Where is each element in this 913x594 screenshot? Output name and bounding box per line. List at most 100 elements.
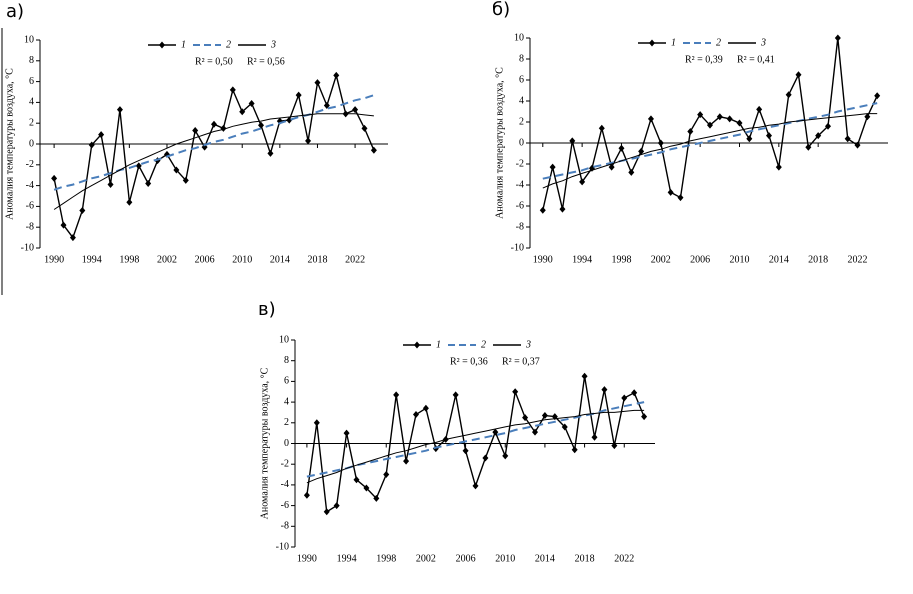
- series-line: [306, 409, 645, 484]
- data-point: [51, 174, 58, 182]
- data-point: [173, 166, 180, 174]
- x-tick-label: 1994: [82, 254, 102, 265]
- data-point: [211, 120, 217, 128]
- x-tick-label: 2022: [614, 553, 634, 564]
- y-tick-label: 10: [514, 32, 524, 43]
- panel-label: а): [6, 1, 24, 22]
- data-point: [333, 502, 340, 510]
- data-point: [229, 86, 236, 94]
- data-point: [393, 391, 400, 399]
- data-point: [403, 457, 410, 465]
- data-point: [598, 124, 605, 132]
- legend-label: 3: [270, 39, 276, 50]
- y-tick-label: 0: [29, 138, 34, 149]
- y-tick-label: -2: [516, 158, 524, 169]
- y-axis-label: Аномалия температуры воздуха, °С: [4, 68, 15, 220]
- data-point: [541, 412, 548, 420]
- data-point: [267, 149, 274, 157]
- y-tick-label: 6: [519, 74, 524, 85]
- data-point: [631, 389, 638, 397]
- y-tick-label: 10: [24, 34, 34, 45]
- data-point: [79, 207, 86, 215]
- data-point: [239, 108, 246, 116]
- data-point: [314, 79, 321, 87]
- data-point: [462, 447, 469, 455]
- data-point: [452, 391, 459, 399]
- y-tick-label: -10: [21, 242, 34, 253]
- r2-annotation: R² = 0,37: [502, 356, 540, 367]
- legend-label: 1: [671, 37, 676, 48]
- x-tick-label: 2010: [232, 254, 252, 265]
- data-point: [472, 482, 479, 490]
- data-point: [765, 132, 772, 140]
- data-point: [286, 116, 293, 124]
- x-tick-label: 2002: [651, 254, 671, 265]
- x-tick-label: 2022: [848, 254, 868, 265]
- r2-annotation: R² = 0,50: [195, 56, 233, 67]
- data-point: [352, 106, 359, 114]
- data-point: [854, 141, 861, 149]
- y-tick-label: -8: [516, 221, 524, 232]
- legend-label: 2: [226, 39, 231, 50]
- y-tick-label: 2: [519, 116, 524, 127]
- x-tick-label: 2022: [345, 254, 365, 265]
- data-point: [805, 143, 812, 151]
- x-tick-label: 1994: [572, 254, 592, 265]
- data-point: [647, 115, 654, 123]
- data-point: [512, 388, 519, 396]
- y-tick-label: 0: [519, 137, 524, 148]
- data-point: [706, 121, 713, 129]
- y-tick-label: 0: [284, 438, 289, 449]
- y-tick-label: 6: [29, 76, 34, 87]
- data-point: [834, 34, 841, 42]
- panel-label: б): [492, 0, 510, 20]
- data-point: [571, 446, 578, 454]
- x-tick-label: 2006: [456, 553, 476, 564]
- data-point: [412, 411, 419, 419]
- series-line: [53, 72, 375, 240]
- data-point: [687, 127, 694, 135]
- x-tick-label: 1998: [376, 553, 396, 564]
- data-point: [145, 180, 152, 188]
- series-line: [53, 94, 375, 191]
- y-tick-label: 4: [29, 97, 34, 108]
- x-tick-label: 1998: [119, 254, 139, 265]
- data-point: [581, 372, 588, 380]
- x-tick-label: 2014: [769, 254, 789, 265]
- data-point: [248, 99, 255, 107]
- x-tick-label: 1994: [337, 553, 357, 564]
- legend-label: 1: [436, 339, 441, 350]
- y-tick-label: -4: [516, 179, 524, 190]
- y-axis-label: Аномалия температуры воздуха, °С: [259, 367, 270, 519]
- x-tick-label: 1990: [297, 553, 317, 564]
- data-point: [353, 476, 360, 484]
- data-point: [621, 394, 628, 402]
- data-point: [549, 163, 556, 171]
- data-point: [569, 137, 576, 145]
- data-point: [370, 146, 377, 154]
- data-point: [323, 508, 330, 516]
- data-point: [107, 181, 114, 189]
- y-tick-label: -6: [26, 201, 34, 212]
- data-point: [192, 126, 199, 134]
- data-point: [373, 494, 380, 502]
- data-point: [638, 147, 645, 155]
- data-point: [591, 433, 598, 441]
- panel-label: в): [258, 299, 276, 320]
- legend-marker: [159, 41, 165, 49]
- y-tick-label: -6: [516, 200, 524, 211]
- series-line: [542, 113, 878, 189]
- x-tick-label: 2006: [690, 254, 710, 265]
- legend-label: 3: [760, 37, 766, 48]
- y-tick-label: -10: [511, 242, 524, 253]
- legend-marker: [649, 39, 655, 47]
- data-point: [482, 454, 489, 462]
- data-point: [422, 404, 429, 412]
- x-tick-label: 2002: [157, 254, 177, 265]
- y-tick-label: -4: [281, 479, 289, 490]
- data-point: [756, 105, 763, 113]
- data-point: [716, 113, 723, 121]
- data-point: [746, 135, 753, 143]
- data-point: [522, 414, 529, 422]
- series-line: [306, 401, 645, 478]
